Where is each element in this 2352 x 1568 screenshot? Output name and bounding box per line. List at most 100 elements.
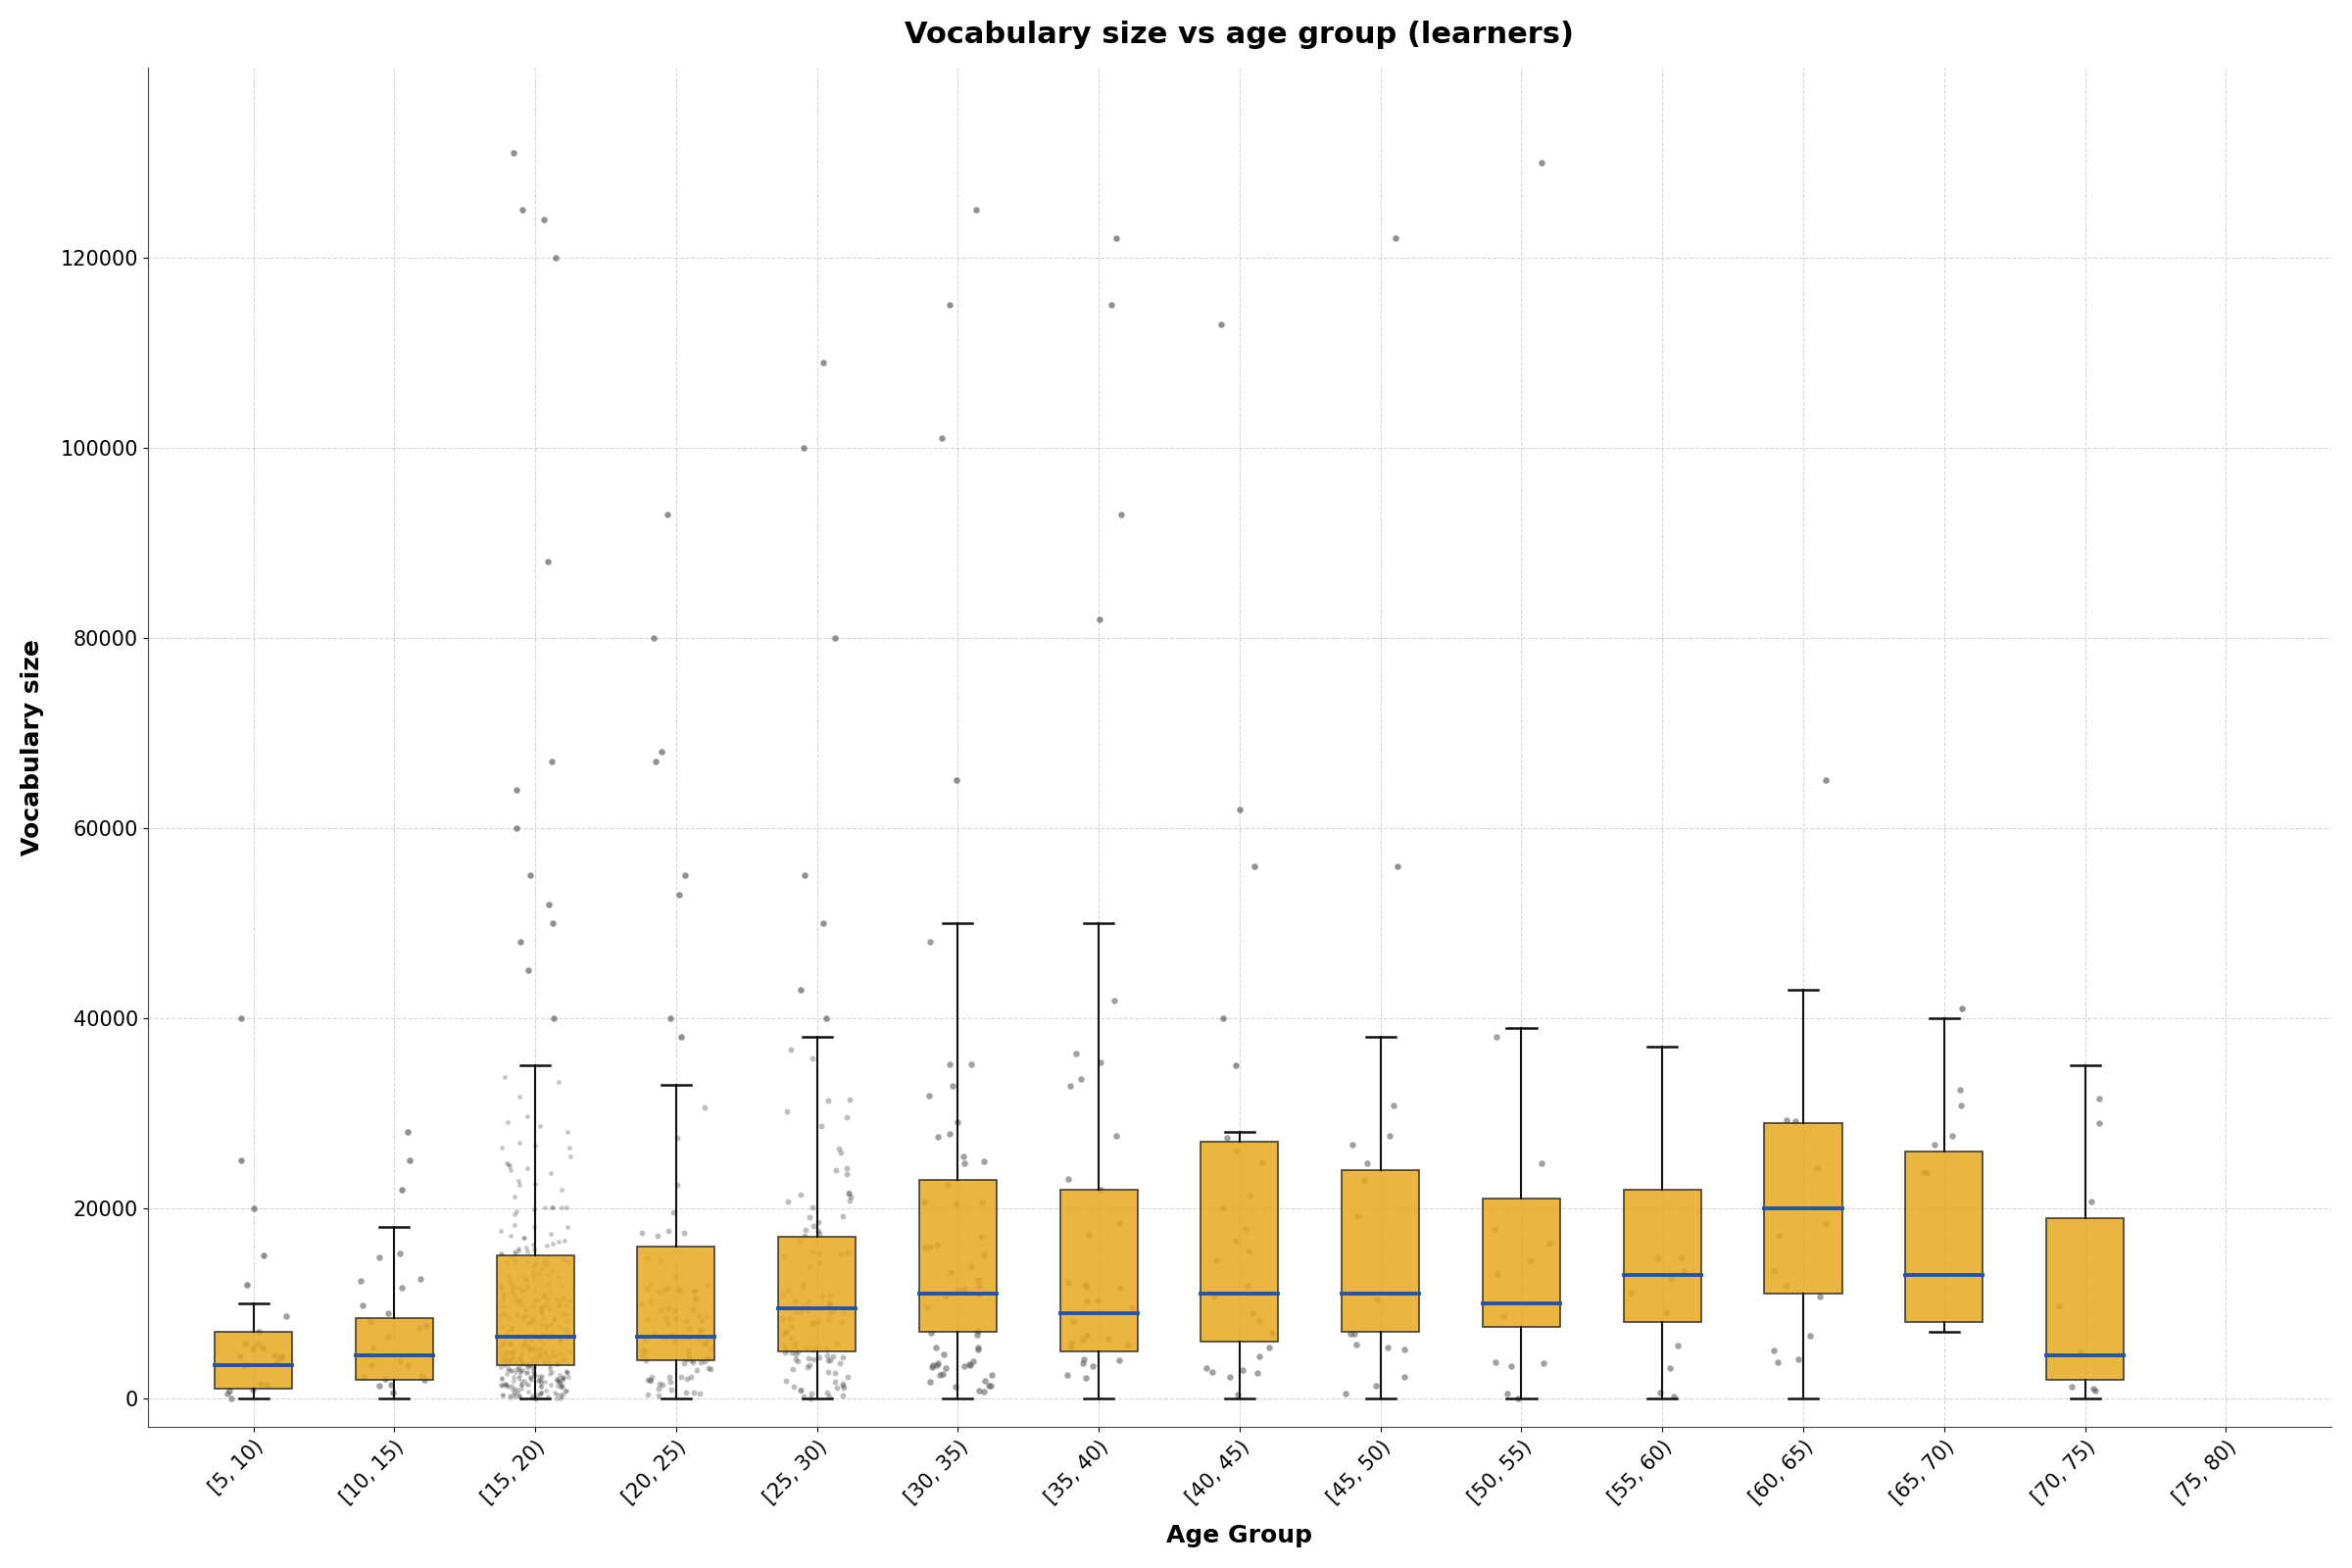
Point: [2079, 1110, 2117, 1135]
Point: [779, 1348, 816, 1374]
Point: [489, 1110, 527, 1135]
Point: [501, 1083, 539, 1109]
Point: [529, 1345, 567, 1370]
Point: [795, 1311, 833, 1336]
Bar: [637, 1247, 715, 1361]
Point: [764, 1283, 802, 1308]
Point: [496, 1380, 534, 1405]
Point: [969, 1374, 1007, 1399]
Point: [501, 1347, 539, 1372]
Point: [353, 1353, 390, 1378]
Point: [539, 1367, 576, 1392]
Point: [964, 1190, 1002, 1215]
Point: [492, 1316, 529, 1341]
Point: [811, 1348, 849, 1374]
Point: [1218, 1381, 1256, 1406]
Point: [494, 1344, 532, 1369]
Point: [1101, 1275, 1138, 1300]
Point: [1049, 1167, 1087, 1192]
Point: [513, 1306, 550, 1331]
Point: [774, 1341, 811, 1366]
Point: [360, 1245, 397, 1270]
Point: [1385, 1364, 1423, 1389]
Point: [652, 1005, 689, 1030]
Point: [223, 1005, 261, 1030]
Point: [1218, 1054, 1256, 1079]
Point: [1051, 1330, 1089, 1355]
Point: [823, 1374, 861, 1399]
Point: [1755, 1258, 1792, 1283]
Point: [764, 1322, 802, 1347]
Point: [548, 1195, 586, 1220]
Point: [1933, 1123, 1971, 1148]
Point: [2063, 1339, 2100, 1364]
Point: [503, 1350, 541, 1375]
Point: [960, 1319, 997, 1344]
Point: [489, 1151, 527, 1176]
Point: [1359, 1287, 1397, 1312]
Bar: [2046, 1218, 2124, 1380]
Point: [816, 1359, 854, 1385]
Point: [684, 1331, 722, 1356]
Point: [1202, 312, 1240, 337]
Point: [539, 1374, 576, 1399]
Point: [517, 1338, 555, 1363]
Point: [517, 1251, 555, 1276]
Point: [1489, 1381, 1526, 1406]
Point: [503, 1292, 541, 1317]
Point: [494, 1358, 532, 1383]
Point: [1096, 1123, 1134, 1148]
Point: [1477, 1350, 1515, 1375]
Point: [256, 1344, 294, 1369]
Point: [482, 1374, 520, 1399]
Point: [913, 1320, 950, 1345]
Point: [689, 1273, 727, 1298]
Point: [814, 1344, 851, 1369]
Point: [675, 1380, 713, 1405]
Point: [800, 1218, 837, 1243]
Point: [823, 1203, 861, 1228]
Point: [527, 1369, 564, 1394]
Point: [508, 1273, 546, 1298]
Point: [529, 1286, 567, 1311]
Point: [1240, 1309, 1277, 1334]
Point: [510, 1355, 548, 1380]
Point: [548, 1359, 586, 1385]
Point: [515, 1363, 553, 1388]
Point: [1098, 226, 1136, 251]
Point: [534, 1344, 572, 1369]
Point: [527, 1292, 564, 1317]
Point: [1065, 1366, 1103, 1391]
Point: [931, 1121, 969, 1146]
Point: [1376, 1093, 1414, 1118]
Point: [532, 750, 569, 775]
Point: [546, 1247, 583, 1272]
Point: [687, 1331, 724, 1356]
Point: [2074, 1377, 2112, 1402]
Point: [543, 1301, 581, 1327]
Point: [546, 1378, 583, 1403]
Point: [520, 1364, 557, 1389]
Point: [666, 1220, 703, 1245]
Point: [482, 1273, 520, 1298]
Point: [506, 1369, 543, 1394]
Point: [964, 1242, 1002, 1267]
Point: [346, 1364, 383, 1389]
Point: [534, 1195, 572, 1220]
Point: [527, 1283, 564, 1308]
Point: [663, 1364, 701, 1389]
Point: [821, 1350, 858, 1375]
Point: [666, 1323, 703, 1348]
Point: [1338, 1203, 1376, 1228]
Point: [809, 1359, 847, 1385]
Point: [1068, 1287, 1105, 1312]
Point: [515, 1231, 553, 1256]
Point: [247, 1372, 285, 1397]
Point: [539, 1352, 576, 1377]
Point: [793, 1386, 830, 1411]
Point: [652, 1377, 689, 1402]
Point: [501, 1385, 539, 1410]
Point: [485, 1347, 522, 1372]
Point: [485, 1345, 522, 1370]
Point: [541, 1370, 579, 1396]
